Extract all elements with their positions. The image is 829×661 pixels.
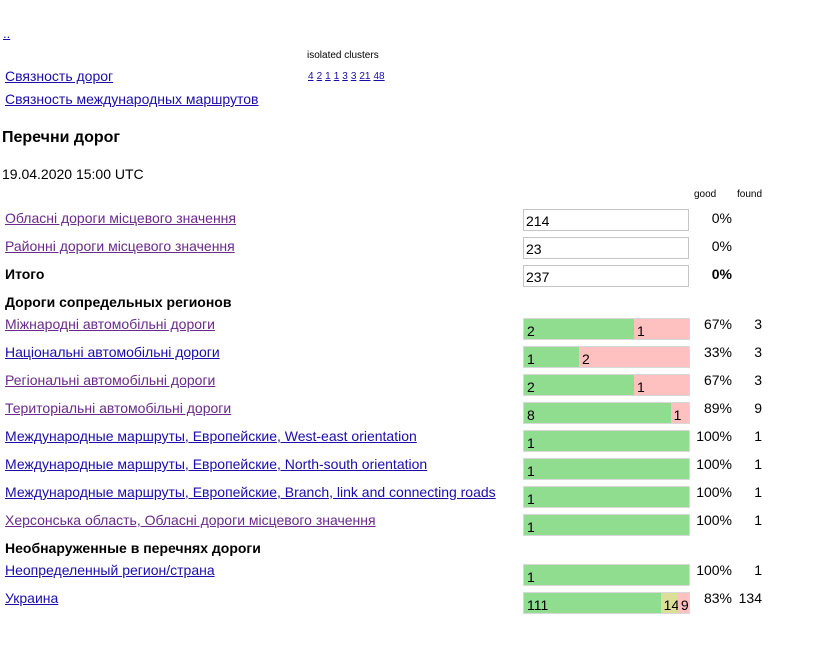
good-segment: 1 [524, 515, 689, 535]
found-count: 3 [754, 316, 762, 332]
isolated-cluster-link[interactable]: 3 [350, 71, 357, 82]
road-list-link[interactable]: Украина [5, 590, 59, 606]
isolated-cluster-link[interactable]: 3 [342, 71, 348, 82]
section-title-undetected: Необнаруженные в перечнях дороги [5, 540, 261, 556]
good-segment: 8 [524, 403, 671, 423]
column-header-found: found [737, 189, 763, 200]
found-count: 1 [754, 456, 762, 472]
isolated-cluster-link[interactable]: 2 [316, 71, 323, 82]
good-percent: 100% [696, 562, 732, 578]
good-percent: 33% [703, 344, 732, 360]
good-percent: 100% [696, 428, 732, 444]
partial-segment: 14 [660, 593, 678, 613]
found-count: 1 [754, 484, 762, 500]
good-percent: 0% [711, 210, 732, 226]
road-list-link[interactable]: Херсонська область, Обласні дороги місце… [5, 512, 376, 528]
road-count-box: 23 [523, 237, 689, 259]
good-segment: 111 [524, 593, 661, 613]
parent-directory-link[interactable]: .. [3, 26, 11, 41]
good-percent: 100% [696, 512, 732, 528]
isolated-cluster-link[interactable]: 48 [373, 71, 385, 82]
isolated-cluster-link[interactable]: 4 [308, 71, 314, 82]
good-percent: 67% [703, 316, 732, 332]
found-count: 1 [754, 512, 762, 528]
road-list-link[interactable]: Международные маршруты, Европейские, Wes… [5, 428, 417, 444]
road-list-link[interactable]: Районні дороги місцевого значення [5, 238, 235, 254]
found-count: 1 [754, 428, 762, 444]
road-list-link[interactable]: Неопределенный регион/страна [5, 562, 215, 578]
missing-segment: 1 [634, 319, 689, 339]
missing-segment: 9 [677, 593, 689, 613]
good-segment: 2 [524, 375, 634, 395]
road-list-link[interactable]: Національні автомобільні дороги [5, 344, 220, 360]
road-list-link[interactable]: Міжнародні автомобільні дороги [5, 316, 215, 332]
road-list-link[interactable]: Територіальні автомобільні дороги [5, 400, 232, 416]
good-percent: 100% [696, 484, 732, 500]
found-count: 9 [754, 400, 762, 416]
total-label: Итого [5, 266, 45, 282]
road-count-box: 214 [523, 209, 689, 231]
isolated-clusters-links: 4 2 1 1 3 3 21 48 [308, 71, 388, 82]
road-list-link[interactable]: Международные маршруты, Европейские, Nor… [5, 456, 428, 472]
page-title: Перечни дорог [2, 129, 121, 146]
completeness-bar: 111 14 9 [523, 592, 690, 614]
total-count-box: 237 [523, 265, 689, 287]
column-header-good: good [694, 189, 717, 200]
missing-segment: 1 [634, 375, 689, 395]
isolated-cluster-link[interactable]: 21 [359, 71, 371, 82]
isolated-cluster-link[interactable]: 1 [333, 71, 340, 82]
good-percent: 67% [703, 372, 732, 388]
good-segment: 1 [524, 565, 689, 585]
completeness-bar: 1 [523, 564, 690, 586]
road-list-link[interactable]: Международные маршруты, Европейские, Bra… [5, 484, 496, 500]
good-segment: 1 [524, 487, 689, 507]
completeness-bar: 1 [523, 486, 690, 508]
missing-segment: 1 [670, 403, 689, 423]
good-percent: 89% [703, 400, 732, 416]
road-list-link[interactable]: Регіональні автомобільні дороги [5, 372, 216, 388]
good-segment: 1 [524, 459, 689, 479]
good-segment: 2 [524, 319, 634, 339]
completeness-bar: 1 [523, 514, 690, 536]
completeness-bar: 1 [523, 430, 690, 452]
completeness-bar: 1 [523, 458, 690, 480]
total-good-percent: 0% [711, 266, 732, 282]
timestamp: 19.04.2020 15:00 UTC [2, 166, 144, 182]
isolated-cluster-link[interactable]: 1 [325, 71, 331, 82]
found-count: 1 [754, 562, 762, 578]
good-percent: 83% [703, 590, 732, 606]
found-count: 3 [754, 344, 762, 360]
good-percent: 100% [696, 456, 732, 472]
road-list-link[interactable]: Обласні дороги місцевого значення [5, 210, 236, 226]
good-percent: 0% [711, 238, 732, 254]
road-connectivity-link[interactable]: Связность дорог [5, 68, 114, 84]
good-segment: 1 [524, 431, 689, 451]
isolated-clusters-label: isolated clusters [307, 50, 379, 61]
intl-routes-connectivity-link[interactable]: Связность международных маршрутов [5, 91, 259, 107]
found-count: 3 [754, 372, 762, 388]
good-segment: 1 [524, 347, 579, 367]
found-count: 134 [738, 590, 762, 606]
section-title-neighbor-regions: Дороги сопредельных регионов [5, 294, 232, 310]
missing-segment: 2 [579, 347, 689, 367]
